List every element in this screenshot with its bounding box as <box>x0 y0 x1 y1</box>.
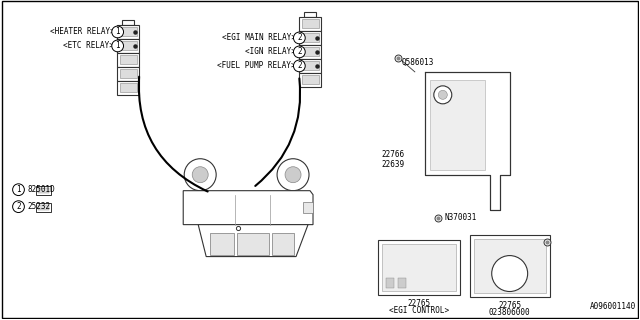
Polygon shape <box>198 225 308 257</box>
Bar <box>120 41 137 51</box>
Circle shape <box>434 86 452 104</box>
Bar <box>474 239 546 292</box>
Bar <box>237 233 269 255</box>
Bar <box>304 12 316 17</box>
Bar <box>470 235 550 297</box>
Circle shape <box>277 159 309 191</box>
Bar <box>117 67 140 81</box>
Bar <box>272 233 294 255</box>
Text: 22766: 22766 <box>382 150 405 159</box>
Bar <box>386 277 394 288</box>
Text: A096001140: A096001140 <box>590 302 636 311</box>
Bar <box>301 76 319 84</box>
Text: 22765: 22765 <box>498 300 521 309</box>
Text: 1: 1 <box>115 41 120 51</box>
Text: 2: 2 <box>297 61 301 70</box>
Bar <box>120 28 137 36</box>
Bar <box>117 53 140 67</box>
Bar <box>117 81 140 95</box>
Bar <box>299 31 321 45</box>
Text: 82501D: 82501D <box>28 185 55 194</box>
Bar <box>120 84 137 92</box>
Text: Q586013: Q586013 <box>402 58 434 68</box>
Circle shape <box>492 256 527 292</box>
Bar <box>36 203 51 212</box>
Bar <box>301 20 319 28</box>
Text: <IGN RELAY>: <IGN RELAY> <box>245 47 296 56</box>
Bar <box>120 55 137 64</box>
Bar <box>301 47 319 56</box>
Text: <ETC RELAY>: <ETC RELAY> <box>63 41 115 51</box>
Text: 2: 2 <box>297 33 301 43</box>
Bar <box>299 45 321 59</box>
Bar <box>301 61 319 70</box>
Text: 1: 1 <box>115 28 120 36</box>
Bar <box>398 277 406 288</box>
Text: 25232: 25232 <box>28 202 51 211</box>
Bar <box>117 39 140 53</box>
Polygon shape <box>425 72 509 210</box>
Bar <box>430 80 484 170</box>
Circle shape <box>192 167 208 183</box>
Bar <box>122 20 134 25</box>
Text: 22765: 22765 <box>407 299 430 308</box>
Text: <EGI CONTROL>: <EGI CONTROL> <box>388 307 449 316</box>
Bar <box>299 73 321 87</box>
Bar <box>299 59 321 73</box>
Text: <HEATER RELAY>: <HEATER RELAY> <box>49 28 115 36</box>
Text: <EGI MAIN RELAY>: <EGI MAIN RELAY> <box>222 33 296 43</box>
Bar <box>303 202 313 213</box>
Text: 023806000: 023806000 <box>489 308 531 317</box>
Bar <box>36 186 51 195</box>
Text: N370031: N370031 <box>445 213 477 222</box>
Text: 2: 2 <box>16 202 21 211</box>
Text: 22639: 22639 <box>382 160 405 169</box>
Bar <box>301 34 319 43</box>
Bar <box>38 188 49 193</box>
Bar <box>117 25 140 39</box>
Circle shape <box>184 159 216 191</box>
Bar <box>38 205 49 210</box>
Bar <box>299 17 321 31</box>
Circle shape <box>285 167 301 183</box>
Circle shape <box>438 90 447 99</box>
Text: 2: 2 <box>297 47 301 56</box>
Bar <box>120 69 137 78</box>
Bar <box>382 244 456 291</box>
Bar <box>210 233 234 255</box>
Polygon shape <box>183 191 313 225</box>
Text: <FUEL PUMP RELAY>: <FUEL PUMP RELAY> <box>218 61 296 70</box>
Text: 1: 1 <box>16 185 21 194</box>
Bar <box>378 240 460 294</box>
